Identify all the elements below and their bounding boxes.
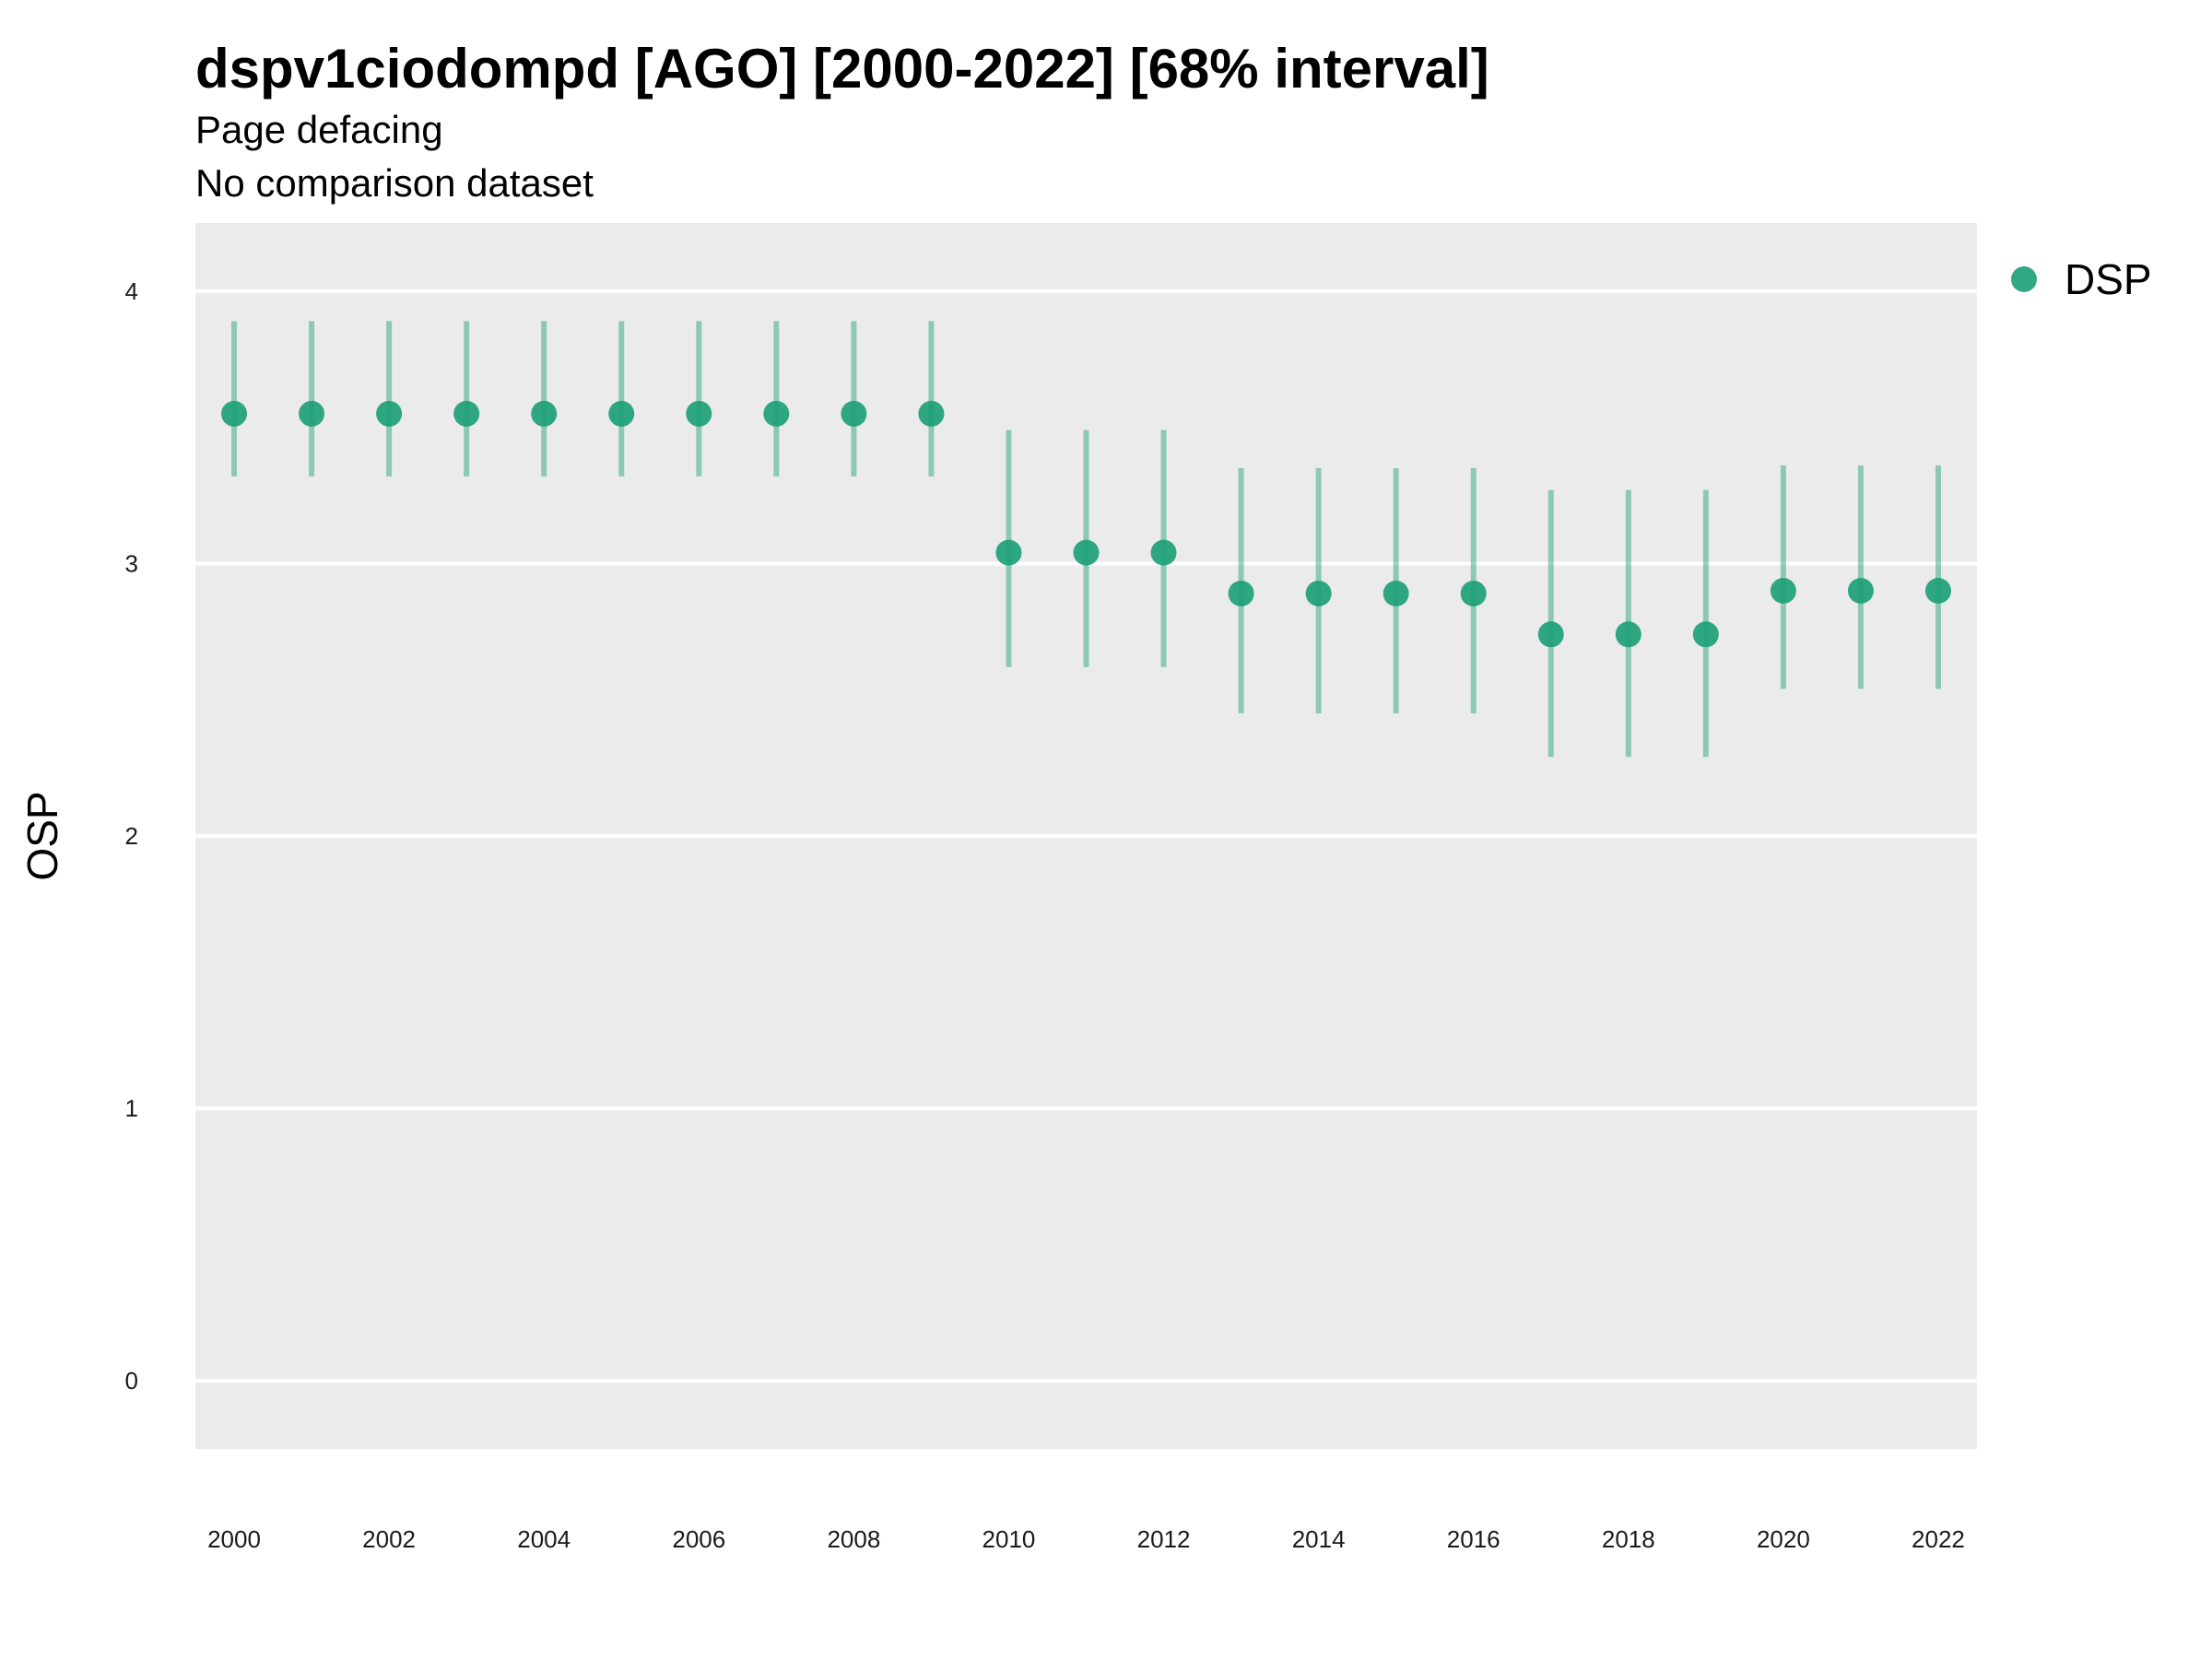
x-tick-labels: 2000 2002 2004 2006 2008 2010 2012 2014 2016 2018… [207, 1525, 1965, 1553]
point-2007 [763, 400, 790, 427]
chart-subtitle-2: No comparison dataset [195, 161, 594, 205]
y-tick-label-3: 3 [125, 549, 138, 577]
y-tick-label-4: 4 [125, 277, 138, 305]
point-2022 [1924, 578, 1951, 604]
legend: DSP [2011, 255, 2152, 303]
data-marks [221, 321, 1951, 758]
point-2016 [1460, 580, 1487, 606]
point-2014 [1305, 580, 1332, 606]
point-2011 [1073, 539, 1100, 566]
point-2006 [686, 400, 712, 427]
point-2009 [918, 400, 945, 427]
point-2015 [1382, 580, 1409, 606]
chart-subtitle: Page defacing [195, 108, 443, 151]
point-2019 [1692, 621, 1719, 648]
x-tick-label-2016: 2016 [1447, 1525, 1500, 1553]
x-tick-label-2014: 2014 [1292, 1525, 1346, 1553]
y-tick-label-0: 0 [125, 1367, 138, 1394]
point-2013 [1228, 580, 1254, 606]
point-2002 [376, 400, 403, 427]
chart-title: dspv1ciodompd [AGO] [2000-2022] [68% int… [195, 38, 1489, 100]
x-tick-label-2006: 2006 [672, 1525, 725, 1553]
x-tick-label-2010: 2010 [982, 1525, 1036, 1553]
point-2003 [453, 400, 480, 427]
legend-label-dsp: DSP [2065, 255, 2152, 303]
point-2010 [995, 539, 1022, 566]
legend-key-dsp [2011, 266, 2037, 292]
y-tick-label-1: 1 [125, 1095, 138, 1123]
x-tick-label-2012: 2012 [1137, 1525, 1191, 1553]
x-tick-label-2008: 2008 [827, 1525, 880, 1553]
point-2012 [1150, 539, 1177, 566]
x-tick-label-2022: 2022 [1912, 1525, 1965, 1553]
x-tick-label-2004: 2004 [517, 1525, 571, 1553]
point-2021 [1847, 578, 1874, 604]
y-tick-labels: 0 1 2 3 4 [125, 277, 138, 1394]
x-tick-label-2000: 2000 [207, 1525, 261, 1553]
point-2020 [1770, 578, 1796, 604]
point-2017 [1537, 621, 1564, 648]
point-2001 [299, 400, 325, 427]
y-axis-label: OSP [18, 791, 66, 880]
point-2008 [841, 400, 867, 427]
point-2005 [608, 400, 635, 427]
point-2018 [1615, 621, 1641, 648]
y-tick-label-2: 2 [125, 822, 138, 850]
point-2004 [531, 400, 558, 427]
point-2000 [221, 400, 248, 427]
x-tick-label-2018: 2018 [1602, 1525, 1655, 1553]
x-tick-label-2002: 2002 [362, 1525, 416, 1553]
x-tick-label-2020: 2020 [1757, 1525, 1810, 1553]
